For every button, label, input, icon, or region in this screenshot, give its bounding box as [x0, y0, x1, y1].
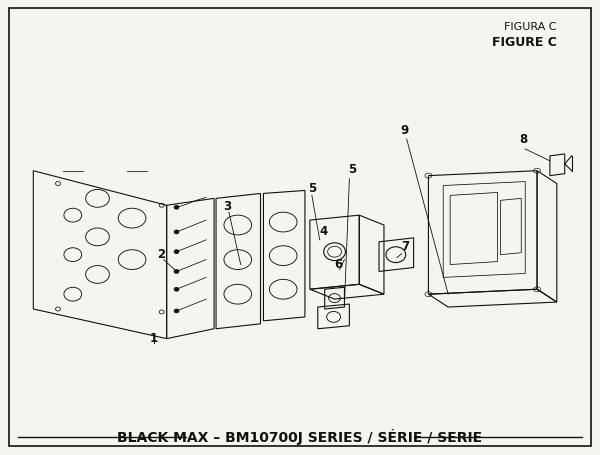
Text: 3: 3 [223, 200, 231, 213]
Text: 1: 1 [150, 332, 158, 345]
Text: BLACK MAX – BM10700J SERIES / SÉRIE / SERIE: BLACK MAX – BM10700J SERIES / SÉRIE / SE… [118, 430, 482, 445]
Ellipse shape [174, 287, 179, 291]
Text: FIGURA C: FIGURA C [505, 22, 557, 32]
Text: 4: 4 [320, 225, 328, 238]
Text: 5: 5 [349, 163, 356, 176]
Ellipse shape [174, 205, 179, 209]
Text: 6: 6 [335, 258, 343, 271]
Text: 7: 7 [402, 240, 410, 253]
Ellipse shape [174, 269, 179, 273]
Text: 9: 9 [401, 124, 409, 137]
Text: FIGURE C: FIGURE C [492, 36, 557, 49]
Ellipse shape [174, 309, 179, 313]
Ellipse shape [174, 250, 179, 254]
Text: 5: 5 [308, 182, 316, 196]
Text: 2: 2 [157, 248, 165, 261]
Text: 8: 8 [519, 133, 527, 146]
Ellipse shape [174, 230, 179, 234]
